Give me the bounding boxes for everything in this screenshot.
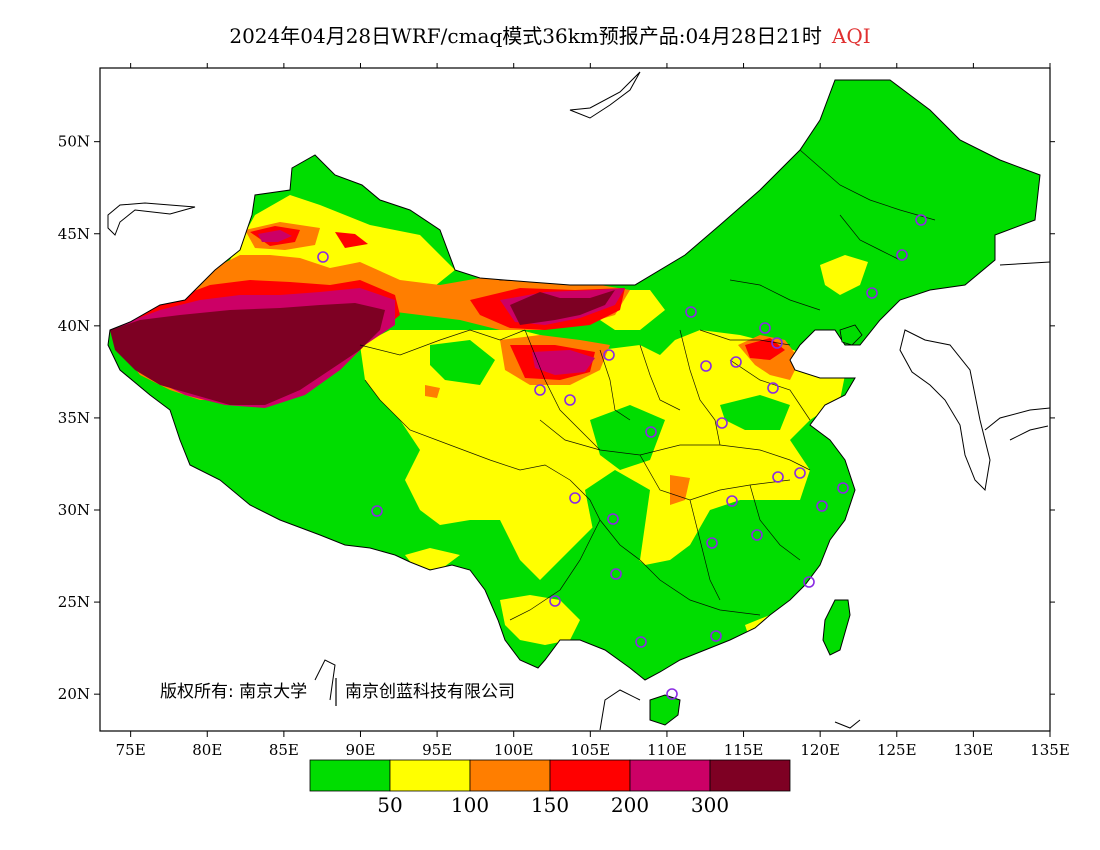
station-marker: [569, 492, 581, 504]
station-marker: [700, 360, 712, 372]
lon-tick-label: 90E: [345, 741, 375, 759]
title-variable: AQI: [831, 24, 871, 48]
colorbar-label: 150: [531, 793, 569, 817]
station-marker: [772, 471, 784, 483]
colorbar-label: 50: [377, 793, 402, 817]
lat-tick-label: 25N: [58, 593, 90, 611]
lat-tick-label: 35N: [58, 409, 90, 427]
station-marker: [837, 482, 849, 494]
station-markers: [317, 214, 927, 700]
station-marker: [371, 505, 383, 517]
lon-tick-label: 120E: [800, 741, 840, 759]
station-marker: [635, 636, 647, 648]
station-marker: [915, 214, 927, 226]
station-marker: [716, 417, 728, 429]
lon-tick-label: 130E: [954, 741, 994, 759]
lat-tick-label: 20N: [58, 685, 90, 703]
station-marker: [866, 287, 878, 299]
colorbar-swatch: [549, 759, 631, 792]
lat-tick-label: 30N: [58, 501, 90, 519]
station-marker: [564, 394, 576, 406]
station-marker: [710, 630, 722, 642]
aqi-colorbar: 50 100 150 200 300: [309, 759, 791, 817]
lon-tick-label: 135E: [1030, 741, 1070, 759]
station-marker: [607, 513, 619, 525]
station-marker: [534, 384, 546, 396]
station-marker: [610, 568, 622, 580]
colorbar-swatch: [309, 759, 391, 792]
copyright-text: 版权所有: 南京大学: [160, 682, 307, 702]
map-title: 2024年04月28日WRF/cmaq模式36km预报产品:04月28日21时 A…: [0, 20, 1100, 49]
lon-tick-label: 80E: [192, 741, 222, 759]
colorbar-swatch: [709, 759, 791, 792]
liaodong-peninsula: [839, 324, 863, 346]
station-marker: [706, 537, 718, 549]
colorbar-label: 300: [691, 793, 729, 817]
station-marker: [803, 576, 815, 588]
lon-tick-label: 125E: [877, 741, 917, 759]
lon-tick-label: 75E: [116, 741, 146, 759]
station-marker: [751, 529, 763, 541]
lon-tick-label: 110E: [647, 741, 687, 759]
station-marker: [767, 382, 779, 394]
lat-tick-label: 50N: [58, 133, 90, 151]
station-marker: [771, 337, 783, 349]
hainan-island: [649, 694, 681, 726]
station-marker: [726, 495, 738, 507]
colorbar-swatch: [389, 759, 471, 792]
station-marker: [549, 595, 561, 607]
colorbar-swatch: [629, 759, 711, 792]
colorbar-swatch: [469, 759, 551, 792]
lat-tick-label: 40N: [58, 317, 90, 335]
station-marker: [730, 356, 742, 368]
station-marker: [759, 322, 771, 334]
station-marker: [685, 306, 697, 318]
lon-tick-label: 105E: [571, 741, 611, 759]
map-axes: 75E 80E 85E 90E 95E 100E 105E 110E 115E 120E 125E 1…: [58, 63, 1070, 759]
lon-tick-label: 115E: [724, 741, 764, 759]
station-marker: [317, 251, 329, 263]
station-marker: [794, 467, 806, 479]
station-marker: [603, 349, 615, 361]
lat-tick-label: 45N: [58, 225, 90, 243]
colorbar-label: 200: [611, 793, 649, 817]
copyright-company: 南京创蓝科技有限公司: [345, 682, 515, 702]
station-marker: [896, 249, 908, 261]
taiwan-island: [822, 599, 851, 656]
map-frame: [99, 67, 1051, 732]
station-marker: [816, 500, 828, 512]
lon-tick-label: 100E: [494, 741, 534, 759]
station-marker: [666, 688, 678, 700]
province-boundaries: [359, 149, 936, 621]
lon-tick-label: 95E: [422, 741, 452, 759]
neighbor-coastlines: [107, 71, 1050, 731]
lon-tick-label: 85E: [269, 741, 299, 759]
station-marker: [645, 426, 657, 438]
title-text: 2024年04月28日WRF/cmaq模式36km预报产品:04月28日21时: [229, 24, 822, 48]
colorbar-label: 100: [451, 793, 489, 817]
